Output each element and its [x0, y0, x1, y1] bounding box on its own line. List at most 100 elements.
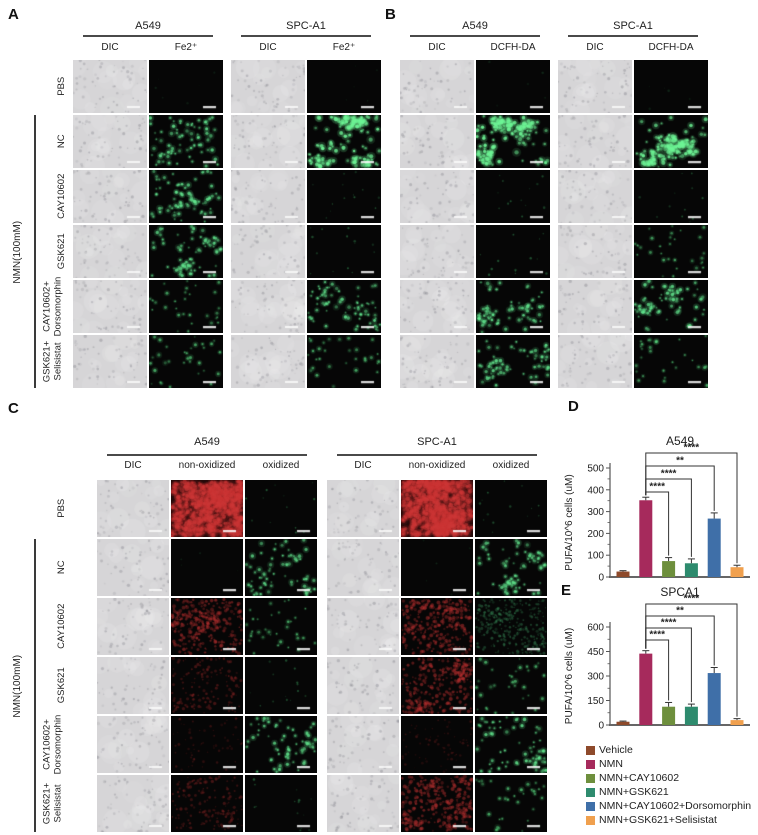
legend-item: Vehicle	[586, 743, 751, 757]
micrograph-fluorescence	[401, 598, 473, 655]
significance-stars: ****	[649, 482, 665, 493]
legend-swatch	[586, 759, 595, 769]
significance-bracket	[645, 615, 715, 666]
y-tick-label: 500	[587, 464, 604, 475]
micrograph-fluorescence	[634, 225, 708, 278]
legend-swatch	[586, 801, 595, 811]
micrograph-dic	[558, 225, 632, 278]
micrograph-dic	[73, 280, 147, 333]
micrograph-dic	[231, 280, 305, 333]
micrograph-fluorescence	[307, 60, 381, 113]
micrograph-fluorescence	[149, 115, 223, 168]
micrograph-fluorescence	[307, 280, 381, 333]
bar-NMN	[639, 653, 653, 725]
y-tick-label: 450	[587, 647, 604, 658]
micrograph-dic	[73, 225, 147, 278]
y-axis-label: PUFA/10^6 cells (uM)	[564, 628, 575, 724]
micrograph-dic	[231, 115, 305, 168]
y-tick-label: 150	[587, 696, 604, 707]
micrograph-dic	[327, 539, 399, 596]
micrograph-fluorescence	[476, 335, 550, 388]
bar-NMN+CAY10602+Dorsomorphin	[707, 518, 721, 577]
micrograph-fluorescence	[307, 225, 381, 278]
legend-label: NMN+GSK621+Selisistat	[599, 814, 717, 826]
micrograph-fluorescence	[171, 775, 243, 832]
cell-line-header: A549	[135, 20, 161, 32]
treatment-row-label: GSK621+ Selisistat	[41, 340, 64, 383]
micrograph-fluorescence	[476, 170, 550, 223]
micrograph-dic	[97, 775, 169, 832]
micrograph-dic	[558, 115, 632, 168]
micrograph-fluorescence	[634, 170, 708, 223]
bar-NMN+CAY10602	[662, 706, 676, 725]
micrograph-fluorescence	[171, 480, 243, 537]
micrograph-fluorescence	[245, 598, 317, 655]
micrograph-fluorescence	[171, 598, 243, 655]
treatment-bracket-label: NMN(100mM)	[11, 654, 23, 718]
micrograph-fluorescence	[149, 335, 223, 388]
cell-line-header: SPC-A1	[417, 436, 457, 448]
micrograph-fluorescence	[307, 115, 381, 168]
bar-NMN	[639, 500, 653, 577]
significance-bracket	[645, 452, 738, 564]
micrograph-dic	[558, 335, 632, 388]
channel-column-header: DCFH-DA	[648, 42, 694, 53]
micrograph-fluorescence	[171, 657, 243, 714]
chart-legend: Vehicle NMN NMN+CAY10602 NMN+GSK621 NMN+CAY1…	[586, 743, 751, 827]
cell-line-underline	[83, 35, 213, 37]
micrograph-dic	[97, 657, 169, 714]
micrograph-fluorescence	[245, 539, 317, 596]
channel-column-header: oxidized	[262, 460, 300, 471]
y-tick-label: 300	[587, 507, 604, 518]
micrograph-fluorescence	[401, 716, 473, 773]
micrograph-fluorescence	[634, 115, 708, 168]
legend-swatch	[586, 815, 595, 825]
significance-stars: ****	[684, 594, 700, 605]
cell-line-underline	[241, 35, 371, 37]
bar-NMN+GSK621+Selisistat	[730, 567, 744, 577]
micrograph-fluorescence	[476, 225, 550, 278]
micrograph-dic	[327, 598, 399, 655]
legend-label: NMN+CAY10602	[599, 772, 680, 784]
micrograph-dic	[558, 280, 632, 333]
significance-stars: ****	[684, 443, 700, 454]
bar-NMN+CAY10602	[662, 561, 676, 577]
legend-swatch	[586, 773, 595, 783]
micrograph-fluorescence	[307, 170, 381, 223]
chart-title: SPCA1	[660, 585, 700, 599]
panel-letter-b: B	[385, 6, 396, 23]
y-tick-label: 200	[587, 529, 604, 540]
bar-NMN+GSK621	[684, 563, 698, 577]
bar-NMN+CAY10602+Dorsomorphin	[707, 673, 721, 725]
bar-Vehicle	[616, 721, 630, 725]
y-axis-label: PUFA/10^6 cells (uM)	[564, 474, 575, 570]
micrograph-dic	[400, 225, 474, 278]
channel-column-header: DIC	[259, 42, 277, 53]
bar-NMN+GSK621	[684, 706, 698, 725]
micrograph-dic	[327, 775, 399, 832]
channel-column-header: oxidized	[492, 460, 530, 471]
micrograph-fluorescence	[476, 60, 550, 113]
micrograph-dic	[400, 280, 474, 333]
y-tick-label: 100	[587, 551, 604, 562]
channel-column-header: DIC	[428, 42, 446, 53]
channel-column-header: non-oxidized	[408, 460, 466, 471]
micrograph-fluorescence	[401, 657, 473, 714]
micrograph-fluorescence	[475, 598, 547, 655]
y-tick-label: 600	[587, 623, 604, 634]
legend-item: NMN+CAY10602	[586, 771, 751, 785]
micrograph-dic	[97, 480, 169, 537]
micrograph-dic	[558, 170, 632, 223]
legend-label: NMN	[599, 758, 623, 770]
significance-stars: ****	[649, 630, 665, 641]
micrograph-dic	[73, 60, 147, 113]
treatment-row-label: GSK621+ Selisistat	[41, 782, 64, 825]
treatment-bracket-line	[34, 539, 36, 832]
channel-column-header: DIC	[354, 460, 372, 471]
significance-bracket	[645, 603, 738, 717]
y-tick-label: 300	[587, 672, 604, 683]
micrograph-dic	[400, 335, 474, 388]
treatment-bracket-label: NMN(100mM)	[11, 220, 23, 284]
channel-column-header: DIC	[586, 42, 604, 53]
micrograph-dic	[97, 598, 169, 655]
